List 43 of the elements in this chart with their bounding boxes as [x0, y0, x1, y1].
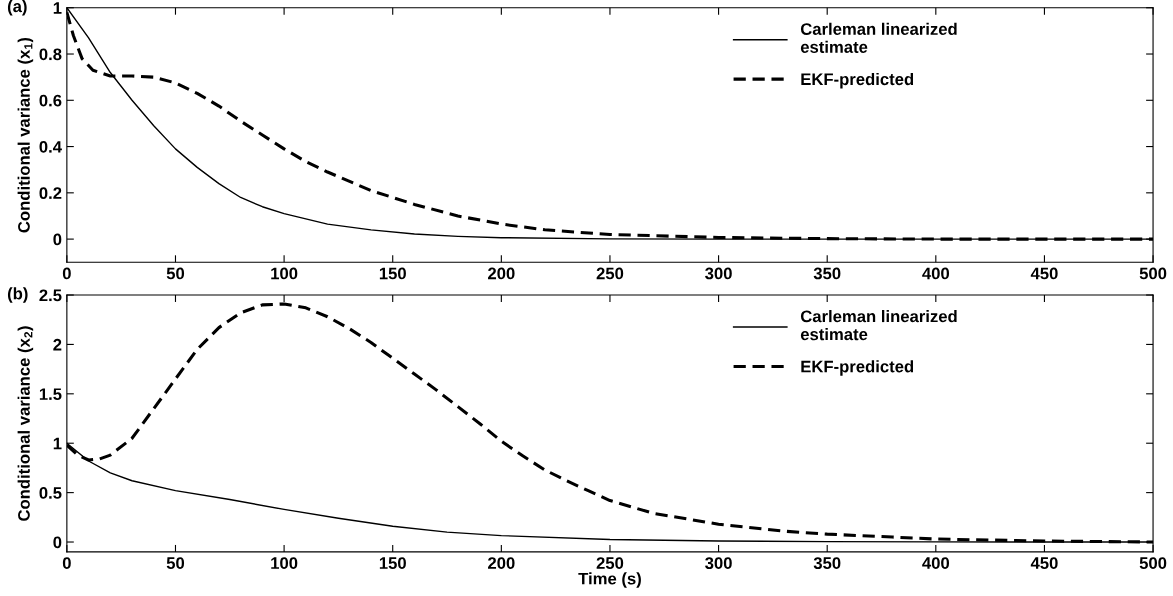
legend-label: Carleman linearized estimate	[800, 310, 957, 341]
text: (a)	[7, 0, 27, 16]
x-tick-label: 350	[813, 267, 841, 280]
legend-label: Carleman linearized estimate	[800, 22, 957, 53]
x-tick-label: 500	[1139, 557, 1167, 569]
y-tick-label: 0	[53, 233, 62, 246]
y-axis-title: Conditional variance (x$_{2}$)	[17, 326, 34, 521]
text: (b)	[7, 287, 28, 303]
x-tick-label: 0	[62, 557, 71, 569]
y-tick-label: 0	[53, 536, 62, 549]
x-tick-label: 100	[271, 267, 298, 280]
legend-label: EKF-predicted	[801, 72, 914, 89]
x-tick-label: 300	[705, 267, 732, 280]
x-tick-label: 50	[166, 267, 185, 280]
y-tick-label: 2	[53, 338, 62, 351]
x-tick-label: 500	[1139, 267, 1167, 280]
x-tick-label: 350	[813, 557, 841, 570]
x-tick-label: 50	[166, 557, 185, 569]
x-axis-title: Time (s)	[578, 572, 641, 588]
x-tick-label: 0	[62, 267, 71, 280]
legend-label: EKF-predicted	[801, 360, 914, 376]
y-tick-label: 1	[53, 2, 62, 14]
y-axis-title: Conditional variance (x$_{1}$)	[17, 37, 34, 233]
x-tick-label: 200	[488, 267, 515, 280]
x-tick-label: 400	[922, 267, 950, 280]
x-tick-label: 100	[271, 557, 298, 569]
x-tick-label: 450	[1030, 557, 1058, 569]
x-tick-label: 400	[922, 557, 950, 569]
x-tick-label: 250	[596, 267, 624, 280]
y-tick-label: 0.8	[39, 48, 62, 61]
x-tick-label: 150	[379, 557, 406, 569]
y-tick-label: 0.6	[39, 94, 62, 107]
x-tick-label: 300	[705, 557, 732, 570]
y-tick-label: 1	[53, 437, 62, 450]
x-tick-label: 150	[379, 267, 406, 280]
x-tick-label: 250	[596, 557, 624, 569]
x-tick-label: 450	[1030, 267, 1058, 280]
y-tick-label: 2.5	[39, 289, 62, 302]
x-tick-label: 200	[488, 557, 515, 569]
y-tick-label: 0.5	[39, 487, 62, 499]
y-tick-label: 1.5	[39, 388, 62, 401]
y-tick-label: 0.2	[39, 187, 62, 200]
y-tick-label: 0.4	[39, 140, 62, 153]
